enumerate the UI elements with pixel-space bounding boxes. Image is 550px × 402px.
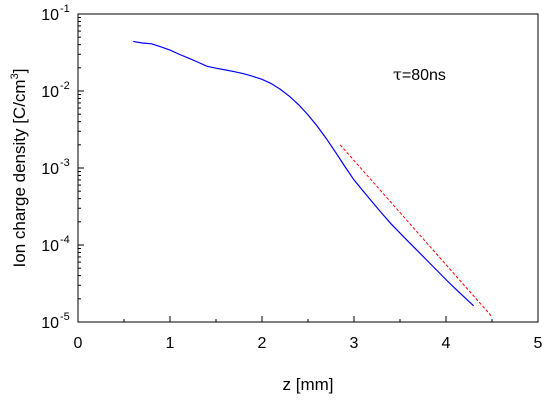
fit-line <box>339 144 493 318</box>
y-axis-title-sup: 3 <box>9 73 21 79</box>
plot-frame <box>77 13 539 323</box>
y-tick-label: 10 <box>41 7 59 24</box>
y-tick-exponent: -2 <box>60 80 70 92</box>
annotation-symbol: τ <box>393 65 402 84</box>
annotation-text: =80ns <box>402 67 446 84</box>
y-axis-title-main: Ion charge density [C/cm <box>10 79 29 267</box>
tick-layer: 0 1 2 3 4 510-510-410-310-210-1 <box>41 3 542 352</box>
x-tick-label: 4 <box>442 335 451 352</box>
y-tick-exponent: -1 <box>60 3 70 15</box>
x-tick-label: 0 <box>74 335 83 352</box>
y-tick-exponent: -4 <box>60 234 70 246</box>
y-tick-label: 10 <box>41 238 59 255</box>
y-tick-label: 10 <box>41 315 59 332</box>
series-layer <box>133 40 493 318</box>
y-tick-label: 10 <box>41 84 59 101</box>
x-tick-label: 5 <box>534 335 543 352</box>
data-line <box>133 40 475 307</box>
x-tick-label: 3 <box>350 335 359 352</box>
annotation-label: τ=80ns <box>393 65 446 84</box>
y-tick-exponent: -3 <box>60 157 70 169</box>
y-axis-title-close: ] <box>10 69 29 74</box>
x-axis-title: z [mm] <box>283 375 334 394</box>
y-axis-title: Ion charge density [C/cm3] <box>9 69 29 268</box>
x-tick-label: 2 <box>258 335 267 352</box>
y-tick-exponent: -5 <box>60 311 70 323</box>
x-tick-label: 1 <box>166 335 175 352</box>
y-tick-label: 10 <box>41 161 59 178</box>
